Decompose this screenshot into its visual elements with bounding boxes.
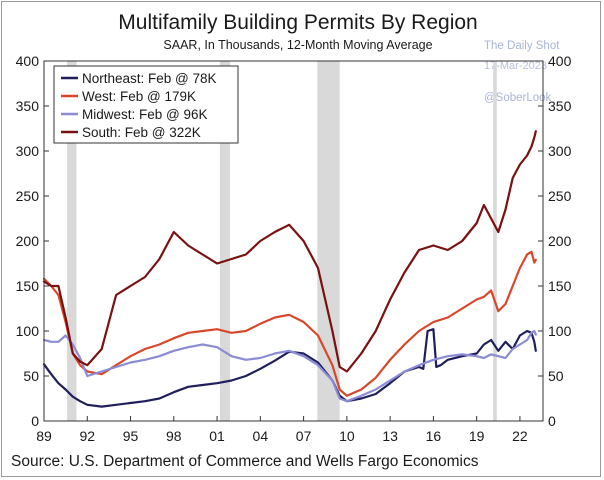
- x-tick-label: 10: [339, 428, 355, 444]
- recession-band-0: [67, 61, 77, 421]
- source-note: Source: U.S. Department of Commerce and …: [11, 453, 479, 470]
- x-tick-label: 22: [512, 428, 528, 444]
- series-lines: [42, 130, 537, 408]
- y-axis-left: 0 50 100 150 200 250 300 350 400: [16, 53, 49, 429]
- x-axis: 89 92 95 98 01 04 07 10 13 16 19 22: [36, 416, 528, 444]
- y-tick-label-right: 0: [548, 413, 556, 429]
- y-tick-label-right: 100: [548, 323, 572, 339]
- chart-subtitle: SAAR, In Thousands, 12-Month Moving Aver…: [163, 38, 432, 52]
- y-tick-label-right: 350: [548, 98, 572, 114]
- x-tick-label: 95: [123, 428, 139, 444]
- x-tick-label: 07: [296, 428, 312, 444]
- y-tick-label-left: 100: [16, 323, 40, 339]
- y-tick-label-right: 400: [548, 53, 572, 69]
- legend-label-0: Northeast: Feb @ 78K: [82, 71, 217, 86]
- x-tick-label: 16: [426, 428, 442, 444]
- legend-label-1: West: Feb @ 179K: [82, 89, 196, 104]
- watermark-line2: 17-Mar-2023: [484, 60, 547, 72]
- series-line-0: [42, 328, 537, 408]
- y-tick-label-left: 250: [16, 188, 40, 204]
- recession-band-2: [317, 61, 340, 421]
- recession-band-1: [219, 61, 230, 421]
- x-tick-label: 13: [382, 428, 398, 444]
- y-tick-label-right: 200: [548, 233, 572, 249]
- chart-title: Multifamily Building Permits By Region: [118, 11, 477, 34]
- x-tick-label: 98: [166, 428, 182, 444]
- watermark-line3: @SoberLook: [484, 92, 552, 104]
- y-tick-label-left: 400: [16, 53, 40, 69]
- y-tick-label-left: 300: [16, 143, 40, 159]
- y-axis-right: 0 50 100 150 200 250 300 350 400: [538, 53, 572, 429]
- x-tick-label: 89: [36, 428, 52, 444]
- x-tick-label: 01: [209, 428, 225, 444]
- y-tick-label-right: 50: [548, 368, 564, 384]
- y-tick-label-right: 300: [548, 143, 572, 159]
- x-tick-label: 92: [79, 428, 95, 444]
- y-tick-label-left: 0: [31, 413, 39, 429]
- series-line-1: [42, 250, 537, 397]
- legend: Northeast: Feb @ 78K West: Feb @ 179K Midw…: [53, 65, 239, 144]
- y-tick-label-left: 50: [23, 368, 39, 384]
- y-tick-label-left: 350: [16, 98, 40, 114]
- x-tick-label: 04: [253, 428, 269, 444]
- x-tick-label: 19: [469, 428, 485, 444]
- y-tick-label-right: 250: [548, 188, 572, 204]
- legend-label-2: Midwest: Feb @ 96K: [82, 107, 208, 122]
- watermark-line1: The Daily Shot: [484, 40, 560, 52]
- y-tick-label-left: 150: [16, 278, 40, 294]
- legend-box: [53, 65, 239, 144]
- recession-band-3: [493, 61, 497, 421]
- series-line-2: [42, 329, 537, 403]
- recession-shading: [67, 61, 497, 421]
- y-tick-label-right: 150: [548, 278, 572, 294]
- legend-label-3: South: Feb @ 322K: [82, 125, 201, 140]
- y-tick-label-left: 200: [16, 233, 40, 249]
- series-line-3: [42, 130, 537, 373]
